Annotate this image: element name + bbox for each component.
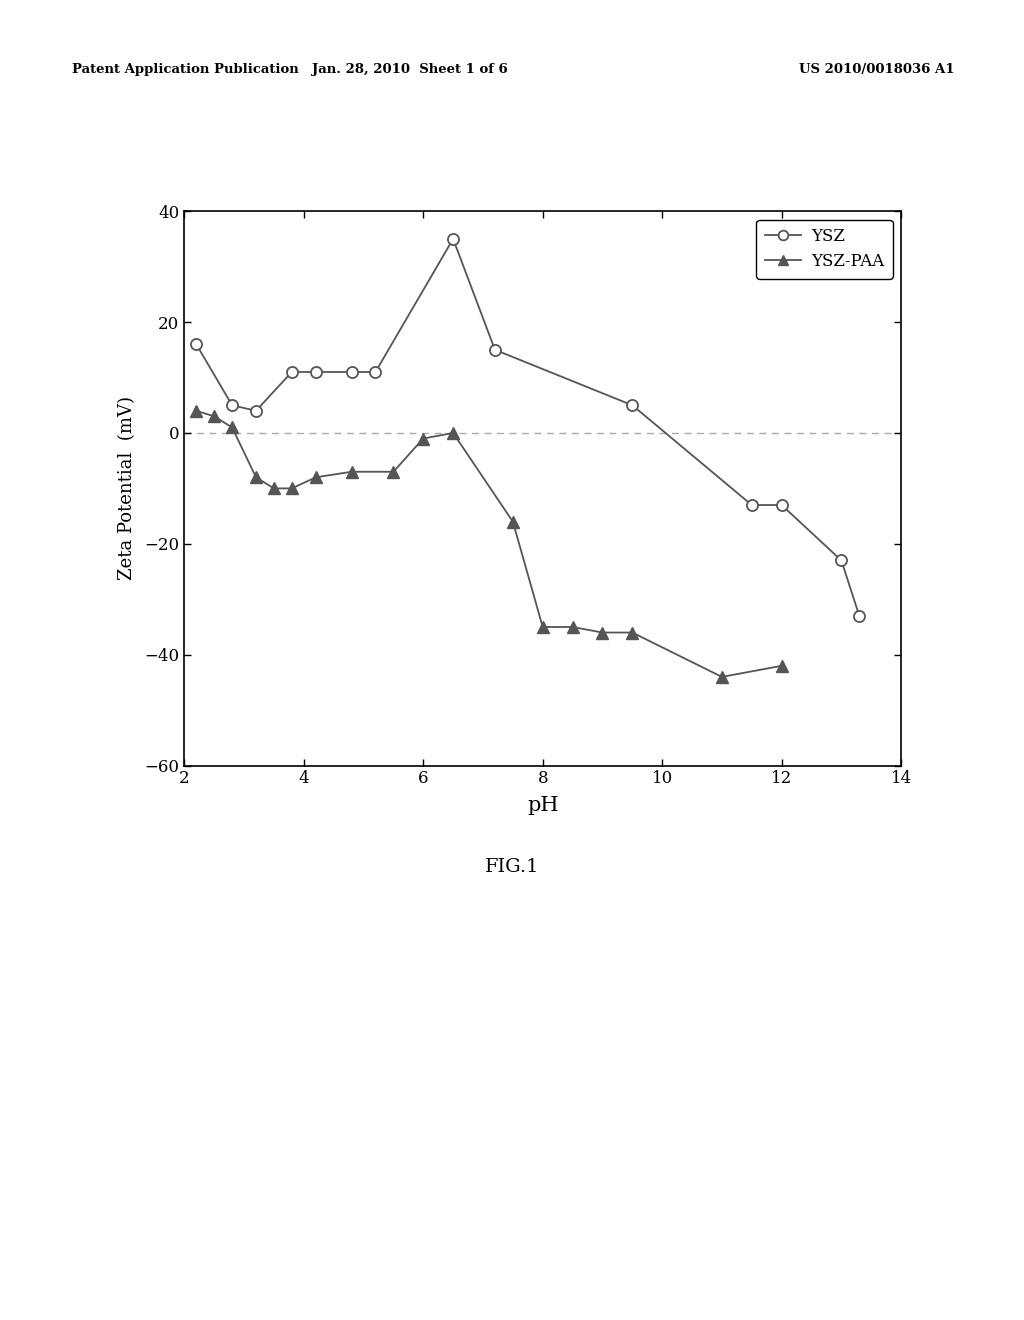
YSZ-PAA <box>566 619 579 635</box>
YSZ <box>836 553 848 569</box>
X-axis label: pH: pH <box>527 796 558 814</box>
Text: Jan. 28, 2010  Sheet 1 of 6: Jan. 28, 2010 Sheet 1 of 6 <box>311 63 508 77</box>
YSZ-PAA <box>775 657 787 673</box>
YSZ-PAA <box>387 463 399 479</box>
YSZ-PAA <box>417 430 429 446</box>
YSZ <box>190 337 203 352</box>
Text: US 2010/0018036 A1: US 2010/0018036 A1 <box>799 63 954 77</box>
YSZ-PAA <box>626 624 639 640</box>
YSZ <box>226 397 239 413</box>
YSZ <box>853 609 865 624</box>
Y-axis label: Zeta Potential  (mV): Zeta Potential (mV) <box>118 396 136 581</box>
YSZ-PAA <box>286 480 298 496</box>
YSZ-PAA <box>309 470 322 486</box>
YSZ <box>250 403 262 418</box>
Text: Patent Application Publication: Patent Application Publication <box>72 63 298 77</box>
Text: FIG.1: FIG.1 <box>484 858 540 876</box>
YSZ-PAA <box>537 619 549 635</box>
YSZ-PAA <box>250 470 262 486</box>
YSZ-PAA <box>716 669 728 685</box>
Line: YSZ: YSZ <box>190 234 865 622</box>
YSZ-PAA <box>345 463 357 479</box>
YSZ-PAA <box>226 420 239 436</box>
YSZ <box>370 364 382 380</box>
YSZ-PAA <box>190 403 203 418</box>
YSZ <box>286 364 298 380</box>
YSZ <box>446 231 459 247</box>
YSZ <box>309 364 322 380</box>
YSZ <box>626 397 639 413</box>
YSZ-PAA <box>507 513 519 529</box>
YSZ <box>745 498 758 513</box>
YSZ-PAA <box>596 624 608 640</box>
Line: YSZ-PAA: YSZ-PAA <box>190 405 787 682</box>
YSZ-PAA <box>208 408 220 424</box>
Legend: YSZ, YSZ-PAA: YSZ, YSZ-PAA <box>756 219 893 279</box>
YSZ-PAA <box>446 425 459 441</box>
YSZ <box>488 342 501 358</box>
YSZ <box>345 364 357 380</box>
YSZ-PAA <box>267 480 280 496</box>
YSZ <box>775 498 787 513</box>
